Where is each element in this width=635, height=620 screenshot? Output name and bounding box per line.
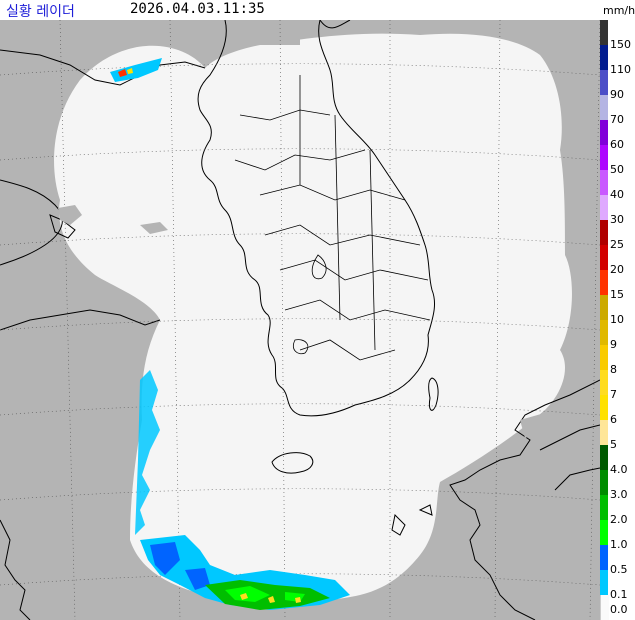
legend-item: 150 (600, 20, 635, 51)
lat-lon-grid (0, 20, 600, 620)
legend-label: 6 (610, 413, 617, 426)
legend-label: 110 (610, 63, 631, 76)
legend-swatch (600, 270, 608, 295)
echo-north-strong (118, 69, 127, 77)
legend-label: 40 (610, 188, 624, 201)
legend-item: 0.0 (600, 595, 635, 620)
legend-item: 7 (600, 370, 635, 401)
legend-swatch (600, 320, 608, 345)
japan-coast (391, 379, 600, 620)
legend-swatch (600, 595, 609, 620)
legend-swatch (600, 570, 608, 595)
observation-time: 2026.04.03.11:35 (130, 1, 265, 17)
legend-label: 10 (610, 313, 624, 326)
legend-swatch (600, 70, 608, 95)
radar-map[interactable] (0, 20, 600, 620)
legend-label: 150 (610, 38, 631, 51)
legend-item: 70 (600, 95, 635, 126)
legend-label: 70 (610, 113, 624, 126)
legend-swatch (600, 470, 608, 495)
radar-coverage-area (54, 33, 572, 603)
legend-swatch (600, 370, 608, 395)
legend-swatch (600, 170, 608, 195)
legend-label: 0.5 (610, 563, 628, 576)
legend-label: 60 (610, 138, 624, 151)
echo-north-yellow (127, 68, 133, 74)
legend-label: 90 (610, 88, 624, 101)
legend-swatch (600, 245, 608, 270)
echo-blue-south (150, 542, 210, 590)
legend-label: 8 (610, 363, 617, 376)
legend-swatch (600, 45, 608, 70)
legend-item: 9 (600, 320, 635, 351)
legend-swatch (600, 420, 608, 445)
legend-item: 2.0 (600, 495, 635, 526)
legend-swatch (600, 545, 608, 570)
legend-swatch (600, 20, 608, 45)
legend-item: 0.1 (600, 570, 635, 601)
legend-label: 5 (610, 438, 617, 451)
jeju-island (271, 452, 314, 474)
legend-item: 4.0 (600, 445, 635, 476)
legend-swatch (600, 520, 608, 545)
radar-title: 실황 레이더 (6, 4, 75, 20)
legend-swatch (600, 120, 608, 145)
legend-item: 90 (600, 70, 635, 101)
legend-swatch (600, 395, 608, 420)
rain-rate-legend: 150 110 90 70 60 50 40 30 25 20 15 10 9 8 7 6 5 4.0 3.0 2.0… (600, 20, 635, 620)
legend-unit: mm/h (603, 4, 635, 17)
legend-label: 25 (610, 238, 624, 251)
legend-label: 7 (610, 388, 617, 401)
legend-item: 25 (600, 220, 635, 251)
legend-item: 8 (600, 345, 635, 376)
legend-label: 4.0 (610, 463, 628, 476)
legend-item: 3.0 (600, 470, 635, 501)
coverage-notch (255, 20, 300, 45)
legend-label: 1.0 (610, 538, 628, 551)
precipitation-echoes (58, 58, 548, 610)
legend-swatch (600, 345, 608, 370)
echo-light-sw (135, 370, 160, 535)
legend-item: 15 (600, 270, 635, 301)
legend-swatch (600, 95, 608, 120)
legend-label: 15 (610, 288, 624, 301)
legend-label: 30 (610, 213, 624, 226)
legend-item: 40 (600, 170, 635, 201)
legend-item: 60 (600, 120, 635, 151)
legend-label: 50 (610, 163, 624, 176)
legend-item: 20 (600, 245, 635, 276)
coastlines (0, 20, 435, 620)
echo-yellow-spots (240, 593, 301, 603)
echo-gray-east (520, 412, 548, 438)
legend-item: 6 (600, 395, 635, 426)
legend-swatch (600, 195, 608, 220)
legend-swatch (600, 295, 608, 320)
tsushima-island (428, 377, 439, 411)
legend-item: 50 (600, 145, 635, 176)
legend-item: 30 (600, 195, 635, 226)
legend-swatch (600, 495, 608, 520)
legend-label: 2.0 (610, 513, 628, 526)
legend-label: 0.0 (610, 603, 628, 616)
legend-item: 0.5 (600, 545, 635, 576)
province-borders (234, 75, 431, 361)
legend-label: 20 (610, 263, 624, 276)
header-bar: 실황 레이더 2026.04.03.11:35 mm/h (0, 0, 635, 20)
legend-swatch (600, 145, 608, 170)
legend-label: 9 (610, 338, 617, 351)
legend-label: 3.0 (610, 488, 628, 501)
echo-gray-west (58, 205, 168, 234)
legend-item: 110 (600, 45, 635, 76)
legend-item: 1.0 (600, 520, 635, 551)
legend-swatch (600, 445, 608, 470)
legend-swatch (600, 220, 608, 245)
legend-label: 0.1 (610, 588, 628, 601)
legend-item: 10 (600, 295, 635, 326)
legend-item: 5 (600, 420, 635, 451)
